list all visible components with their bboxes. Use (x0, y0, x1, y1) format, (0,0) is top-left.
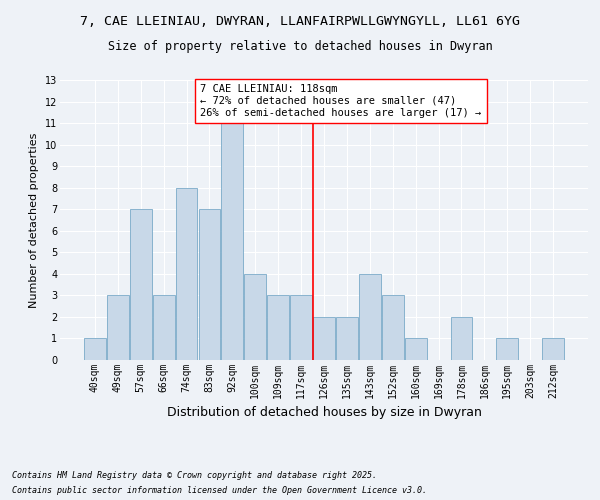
Text: 7 CAE LLEINIAU: 118sqm
← 72% of detached houses are smaller (47)
26% of semi-det: 7 CAE LLEINIAU: 118sqm ← 72% of detached… (200, 84, 482, 117)
Bar (199, 209, 220, 360)
Text: 7, CAE LLEINIAU, DWYRAN, LLANFAIRPWLLGWYNGYLL, LL61 6YG: 7, CAE LLEINIAU, DWYRAN, LLANFAIRPWLLGWY… (80, 15, 520, 28)
Bar (176, 188, 197, 360)
Bar (313, 317, 335, 360)
Bar (542, 338, 564, 360)
X-axis label: Distribution of detached houses by size in Dwyran: Distribution of detached houses by size … (167, 406, 481, 420)
Bar (336, 317, 358, 360)
Bar (359, 274, 381, 360)
Bar (451, 317, 472, 360)
Bar (130, 209, 152, 360)
Y-axis label: Number of detached properties: Number of detached properties (29, 132, 39, 308)
Bar (290, 296, 312, 360)
Bar (405, 338, 427, 360)
Bar (153, 296, 175, 360)
Bar (267, 296, 289, 360)
Bar (496, 338, 518, 360)
Bar (84, 338, 106, 360)
Bar (107, 296, 128, 360)
Bar (244, 274, 266, 360)
Text: Contains public sector information licensed under the Open Government Licence v3: Contains public sector information licen… (12, 486, 427, 495)
Text: Contains HM Land Registry data © Crown copyright and database right 2025.: Contains HM Land Registry data © Crown c… (12, 471, 377, 480)
Bar (382, 296, 404, 360)
Bar (221, 123, 243, 360)
Text: Size of property relative to detached houses in Dwyran: Size of property relative to detached ho… (107, 40, 493, 53)
